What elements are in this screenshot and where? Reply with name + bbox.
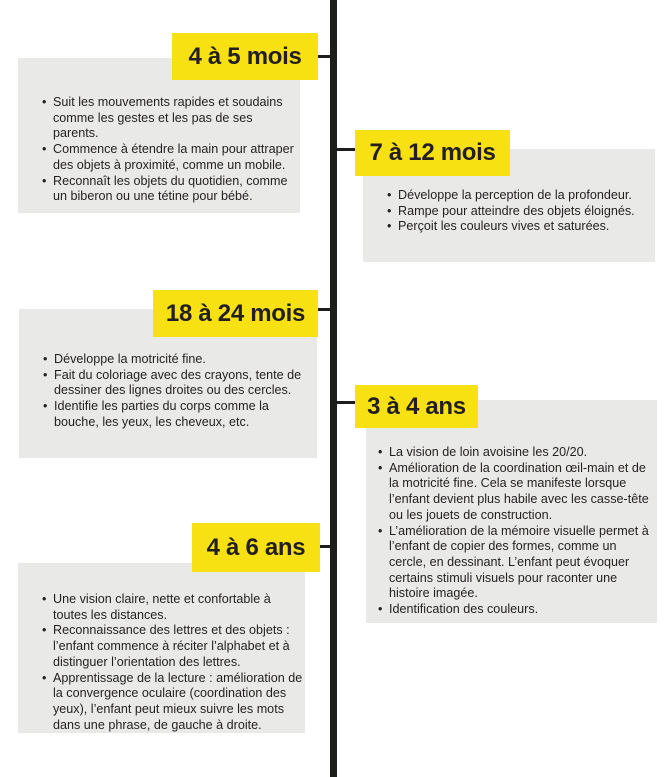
milestone-panel-3-4-ans: La vision de loin avoisine les 20/20.Amé… <box>366 400 657 623</box>
milestone-item: Amélioration de la coordination œil-main… <box>378 461 651 524</box>
milestone-panel-4-6-ans: Une vision claire, nette et confortable … <box>18 563 305 733</box>
milestone-item: Développe la motricité fine. <box>43 352 312 368</box>
connector-line <box>315 55 334 58</box>
age-label-7-12-mois: 7 à 12 mois <box>355 130 510 176</box>
milestone-item: Une vision claire, nette et confortable … <box>42 592 303 623</box>
milestone-panel-4-5-mois: Suit les mouvements rapides et soudains … <box>18 58 300 213</box>
milestone-list: La vision de loin avoisine les 20/20.Amé… <box>378 445 651 618</box>
milestone-item: Développe la perception de la profondeur… <box>387 188 649 204</box>
connector-line <box>317 545 334 548</box>
milestone-list: Suit les mouvements rapides et soudains … <box>42 95 295 205</box>
milestone-item: Fait du coloriage avec des crayons, tent… <box>43 368 312 399</box>
age-label-4-5-mois: 4 à 5 mois <box>172 33 318 80</box>
connector-line <box>334 148 355 151</box>
connector-line <box>334 401 355 404</box>
timeline-axis <box>330 0 337 777</box>
milestone-item: Identifie les parties du corps comme la … <box>43 399 312 430</box>
milestone-item: Apprentissage de la lecture : améliorati… <box>42 671 303 734</box>
connector-line <box>315 308 334 311</box>
milestone-item: L’amélioration de la mémoire visuelle pe… <box>378 524 651 603</box>
milestone-item: Rampe pour atteindre des objets éloignés… <box>387 204 649 220</box>
milestone-item: Reconnaît les objets du quotidien, comme… <box>42 174 295 205</box>
milestone-item: La vision de loin avoisine les 20/20. <box>378 445 651 461</box>
age-label-4-6-ans: 4 à 6 ans <box>192 523 320 572</box>
milestone-item: Perçoit les couleurs vives et saturées. <box>387 219 649 235</box>
milestone-item: Commence à étendre la main pour attraper… <box>42 142 295 173</box>
milestone-item: Suit les mouvements rapides et soudains … <box>42 95 295 142</box>
milestone-item: Reconnaissance des lettres et des objets… <box>42 623 303 670</box>
age-label-18-24-mois: 18 à 24 mois <box>153 290 318 337</box>
age-label-3-4-ans: 3 à 4 ans <box>355 385 478 428</box>
milestone-list: Une vision claire, nette et confortable … <box>42 592 303 733</box>
milestone-item: Identification des couleurs. <box>378 602 651 618</box>
milestone-list: Développe la perception de la profondeur… <box>387 188 649 235</box>
milestone-list: Développe la motricité fine.Fait du colo… <box>43 352 312 431</box>
